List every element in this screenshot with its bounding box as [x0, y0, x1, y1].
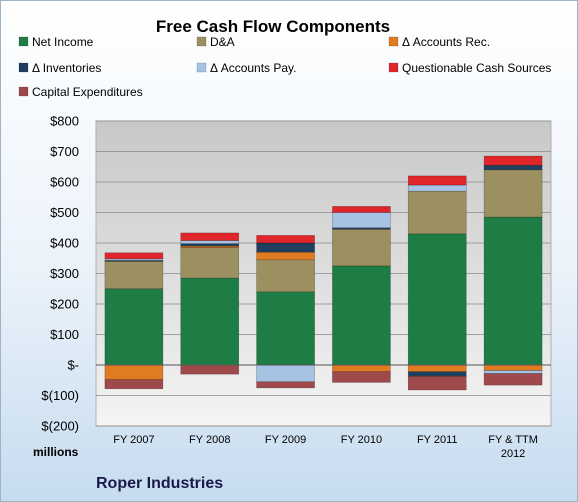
bar-segment — [483, 373, 543, 386]
y-tick-label: $500 — [50, 205, 79, 220]
bar-segment — [332, 265, 391, 366]
x-tick-label: FY 2010 — [341, 434, 382, 446]
legend-label: Questionable Cash Sources — [402, 61, 551, 75]
bar-segment — [104, 260, 164, 290]
legend-swatch — [388, 36, 399, 47]
bars — [104, 155, 543, 391]
legend-label: Δ Accounts Pay. — [210, 61, 297, 75]
bar-segment — [180, 232, 240, 241]
bar-segment — [407, 364, 467, 373]
bar-segment — [483, 155, 543, 166]
x-tick-label: FY 2009 — [265, 434, 306, 446]
bar-segment — [483, 370, 543, 374]
y-tick-label: $(100) — [41, 388, 79, 403]
bar-segment — [104, 288, 164, 366]
y-tick-label: $400 — [50, 236, 79, 251]
legend-item: Δ Inventories — [18, 61, 101, 75]
bar-segment — [256, 259, 315, 293]
legend-swatch — [18, 36, 29, 47]
legend-swatch — [388, 62, 399, 73]
bar-segment — [104, 379, 164, 390]
bar-segment — [180, 240, 240, 244]
bar-segment — [332, 228, 391, 267]
bar-segment — [256, 235, 315, 244]
y-tick-label: $800 — [50, 114, 79, 129]
bar-segment — [104, 252, 164, 260]
legend-item: D&A — [196, 35, 235, 49]
x-tick-label: FY 2011 — [417, 434, 458, 446]
bar-segment — [104, 260, 164, 262]
bar-segment — [407, 233, 467, 366]
x-tick-label: FY 2007 — [113, 434, 154, 446]
legend-swatch — [18, 86, 29, 97]
bar-segment — [483, 216, 543, 366]
legend-label: Capital Expenditures — [32, 85, 143, 99]
bar-segment — [483, 364, 543, 371]
x-tick-label: FY 2008 — [189, 434, 230, 446]
bar-segment — [332, 212, 391, 229]
y-tick-label: $100 — [50, 327, 79, 342]
bar-segment — [332, 371, 391, 383]
legend-label: Net Income — [32, 35, 94, 49]
legend-item: Capital Expenditures — [18, 85, 143, 99]
y-tick-label: $(200) — [41, 419, 79, 434]
bar-segment — [483, 169, 543, 218]
y-tick-label: $200 — [50, 297, 79, 312]
bar-segment — [332, 206, 391, 213]
bar-segment — [407, 371, 467, 377]
legend-item: Questionable Cash Sources — [388, 61, 551, 75]
bar-segment — [104, 364, 164, 380]
y-axis-ticks: $800 $700 $600 $500 $400 $300 $200 $100 $- $(100)… — [41, 114, 79, 434]
bar-segment — [407, 190, 467, 235]
bar-segment — [256, 381, 315, 389]
bar-segment — [256, 251, 315, 261]
y-tick-label: $700 — [50, 144, 79, 159]
y-tick-label: $300 — [50, 266, 79, 281]
chart-title: Free Cash Flow Components — [156, 17, 390, 36]
y-tick-label: $600 — [50, 175, 79, 190]
bar-segment — [180, 247, 240, 279]
legend-swatch — [196, 62, 207, 73]
legend-label: Δ Inventories — [32, 61, 101, 75]
bar-segment — [332, 364, 391, 373]
legend-label: Δ Accounts Rec. — [402, 35, 490, 49]
legend: Net Income D&A Δ Accounts Rec. Δ Inventorie… — [18, 35, 551, 99]
legend-item: Δ Accounts Pay. — [196, 61, 297, 75]
legend-label: D&A — [210, 35, 235, 49]
x-tick-label: FY & TTM 2012 — [488, 434, 538, 460]
bar-segment — [256, 291, 315, 366]
bar-segment — [483, 164, 543, 171]
legend-item: Δ Accounts Rec. — [388, 35, 490, 49]
legend-item: Net Income — [18, 35, 94, 49]
legend-swatch — [18, 62, 29, 73]
bar-segment — [180, 364, 240, 375]
y-tick-label: $- — [67, 358, 79, 373]
bar-segment — [407, 375, 467, 391]
bar-segment — [407, 175, 467, 186]
bar-segment — [407, 184, 467, 192]
bar-segment — [256, 364, 315, 383]
bar-segment — [180, 277, 240, 366]
bar-segment — [180, 243, 240, 247]
footer-company: Roper Industries — [96, 475, 223, 492]
bar-segment — [256, 242, 315, 253]
legend-swatch — [196, 36, 207, 47]
x-axis-ticks: FY 2007 FY 2008 FY 2009 FY 2010 FY 2011 FY & … — [113, 434, 538, 460]
units-label: millions — [33, 445, 79, 459]
